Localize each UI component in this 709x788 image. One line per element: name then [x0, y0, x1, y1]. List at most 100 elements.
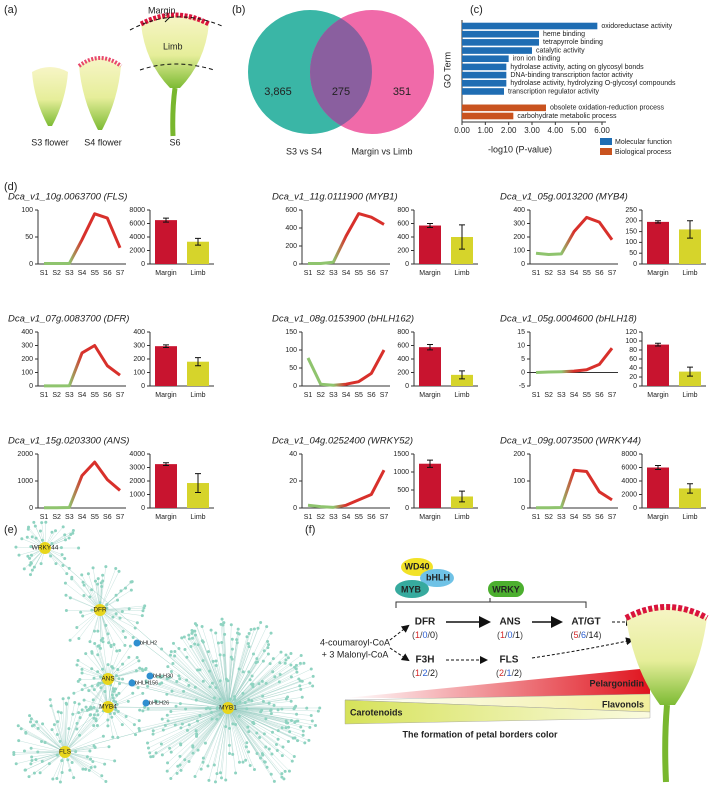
line [44, 344, 121, 388]
network-node [261, 699, 265, 703]
network-node [210, 717, 214, 721]
network-node [80, 688, 84, 692]
network-node [160, 717, 164, 721]
network-node [84, 767, 88, 771]
chart-title: Dca_v1_07g.0083700 (DFR) [8, 314, 129, 325]
edge [183, 691, 229, 709]
network-node [220, 617, 224, 621]
bar [462, 39, 539, 46]
panel-label: (f) [305, 524, 315, 536]
bar [462, 88, 504, 95]
network-node [286, 740, 290, 744]
network-node [187, 723, 191, 727]
network-node [307, 738, 311, 742]
network-node [75, 663, 79, 667]
edge [145, 669, 229, 709]
legend-label: Biological process [615, 149, 672, 156]
error-bar [655, 464, 661, 471]
error-bar [195, 237, 201, 246]
edge [107, 646, 131, 680]
count: 1 [500, 630, 505, 640]
network-node [72, 776, 76, 780]
network-node [50, 530, 54, 534]
x-tick-label: S1 [40, 392, 49, 399]
network-node [121, 662, 125, 666]
network-node [58, 739, 62, 743]
network-node [63, 556, 67, 560]
network-node [294, 663, 298, 667]
network-node [110, 693, 114, 697]
edge [227, 707, 251, 766]
error-bar [687, 366, 693, 377]
network-node [75, 626, 79, 630]
network-node [92, 705, 96, 709]
network-node [299, 687, 303, 691]
network-node [208, 707, 212, 711]
node-label: FLS [59, 749, 72, 756]
category-label: heme binding [543, 31, 585, 38]
x-tick-label: S5 [354, 270, 363, 277]
x-tick-label: Limb [190, 392, 205, 399]
line [535, 347, 614, 374]
network-node [72, 691, 76, 695]
bar [155, 464, 177, 508]
network-node [246, 725, 250, 729]
edge [64, 719, 108, 753]
network-node [89, 713, 93, 717]
legend-label: Molecular function [615, 139, 672, 146]
network-node [88, 595, 92, 599]
x-tick-label: S7 [608, 514, 617, 521]
network-node [54, 529, 58, 533]
network-node [223, 632, 227, 636]
network-node [80, 573, 84, 577]
edge [21, 728, 66, 753]
network-node [98, 601, 102, 605]
y-tick-label: 100 [21, 207, 33, 214]
hub-node [102, 673, 114, 685]
y-tick-label: 100 [513, 247, 525, 254]
y-tick-label: 2000 [621, 491, 637, 498]
edge [227, 654, 287, 709]
edge [50, 699, 66, 753]
count: ( [496, 668, 499, 678]
network-node [133, 626, 137, 630]
network-node [183, 647, 187, 651]
chart-title: Dca_v1_15g.0203300 (ANS) [8, 436, 129, 447]
network-node [106, 632, 110, 636]
edge [196, 707, 229, 734]
network-node [146, 741, 150, 745]
edge [150, 707, 229, 757]
count: 2 [514, 668, 519, 678]
network-node [196, 668, 200, 672]
network-node [257, 682, 261, 686]
network-node [286, 656, 290, 660]
network-node [194, 729, 198, 733]
network-node [251, 685, 255, 689]
network-node [115, 702, 119, 706]
edge [176, 681, 229, 709]
regulator-label: WRKY [492, 584, 520, 594]
network-node [185, 655, 189, 659]
network-node [269, 631, 273, 635]
regulator [395, 580, 429, 598]
edge [227, 633, 250, 709]
network-node [289, 699, 293, 703]
network-node [64, 701, 68, 705]
network-node [241, 691, 245, 695]
network-node [175, 679, 179, 683]
x-tick-label: S3 [557, 270, 566, 277]
x-tick-label: S3 [65, 392, 74, 399]
network-node [80, 667, 84, 671]
y-tick-label: 6000 [621, 464, 637, 471]
edge [227, 707, 236, 773]
enzyme: AT/GT [571, 617, 600, 628]
network-node [190, 636, 194, 640]
edge [36, 721, 66, 753]
network-node [218, 653, 222, 657]
network-node [38, 529, 42, 533]
y-tick-label: 60 [629, 356, 637, 363]
edge [64, 714, 91, 753]
network-node [218, 713, 222, 717]
chart-title: Dca_v1_08g.0153900 (bHLH162) [272, 314, 414, 325]
edge [62, 698, 66, 753]
